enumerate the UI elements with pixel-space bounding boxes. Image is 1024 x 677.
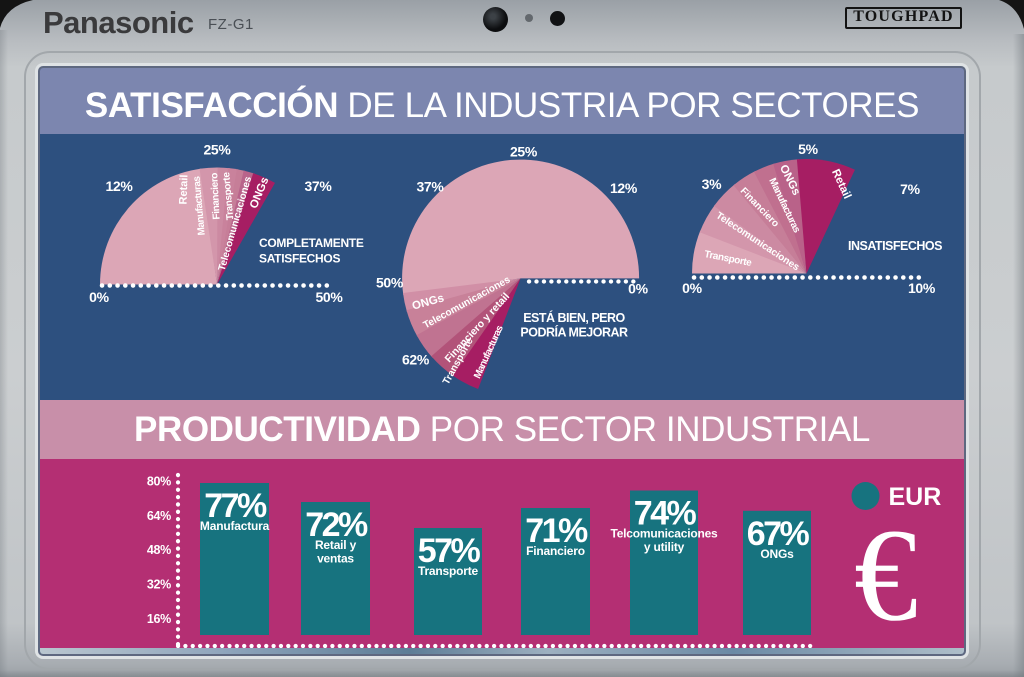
svg-text:Transporte: Transporte	[221, 171, 236, 220]
svg-text:37%: 37%	[304, 178, 332, 194]
svg-text:57%: 57%	[418, 532, 481, 570]
svg-text:71%: 71%	[525, 512, 588, 550]
svg-text:EUR: EUR	[889, 483, 942, 511]
svg-text:25%: 25%	[510, 144, 538, 160]
svg-text:72%: 72%	[305, 506, 368, 544]
svg-text:Retail: Retail	[177, 174, 190, 204]
svg-text:0%: 0%	[628, 281, 648, 297]
svg-text:INSATISFECHOS: INSATISFECHOS	[848, 239, 942, 253]
svg-text:67%: 67%	[747, 515, 810, 553]
svg-text:3%: 3%	[702, 176, 722, 192]
svg-text:77%: 77%	[204, 487, 267, 525]
svg-text:Transporte: Transporte	[418, 564, 479, 578]
svg-text:Retail y: Retail y	[315, 538, 357, 552]
svg-text:80%: 80%	[147, 475, 171, 489]
svg-text:16%: 16%	[147, 612, 171, 626]
svg-text:Manufactura: Manufactura	[200, 519, 270, 533]
svg-text:0%: 0%	[89, 289, 109, 305]
svg-text:50%: 50%	[376, 275, 404, 291]
svg-text:7%: 7%	[900, 181, 920, 197]
svg-text:32%: 32%	[147, 578, 171, 592]
svg-text:12%: 12%	[610, 180, 638, 196]
svg-text:y utility: y utility	[644, 540, 685, 554]
svg-text:50%: 50%	[315, 289, 343, 305]
svg-text:10%: 10%	[908, 280, 936, 296]
svg-text:ESTÁ BIEN, PERO: ESTÁ BIEN, PERO	[523, 310, 625, 325]
svg-text:Manufacturas: Manufacturas	[192, 175, 208, 236]
svg-text:74%: 74%	[634, 495, 697, 533]
svg-text:62%: 62%	[402, 352, 430, 368]
svg-text:48%: 48%	[147, 543, 171, 557]
svg-text:12%: 12%	[105, 178, 133, 194]
svg-text:Financiero: Financiero	[526, 544, 585, 558]
svg-text:37%: 37%	[416, 179, 444, 195]
svg-text:ventas: ventas	[317, 552, 354, 566]
svg-text:COMPLETAMENTE: COMPLETAMENTE	[259, 236, 364, 250]
svg-text:PODRÍA MEJORAR: PODRÍA MEJORAR	[520, 325, 628, 340]
svg-text:ONGs: ONGs	[760, 547, 794, 561]
svg-text:€: €	[854, 501, 918, 649]
svg-text:0%: 0%	[682, 280, 702, 296]
svg-text:Telcomunicaciones: Telcomunicaciones	[610, 527, 718, 541]
svg-text:64%: 64%	[147, 509, 171, 523]
svg-text:25%: 25%	[203, 142, 231, 158]
svg-text:5%: 5%	[798, 141, 818, 157]
svg-text:Financiero: Financiero	[209, 172, 222, 219]
svg-text:SATISFECHOS: SATISFECHOS	[259, 252, 340, 266]
